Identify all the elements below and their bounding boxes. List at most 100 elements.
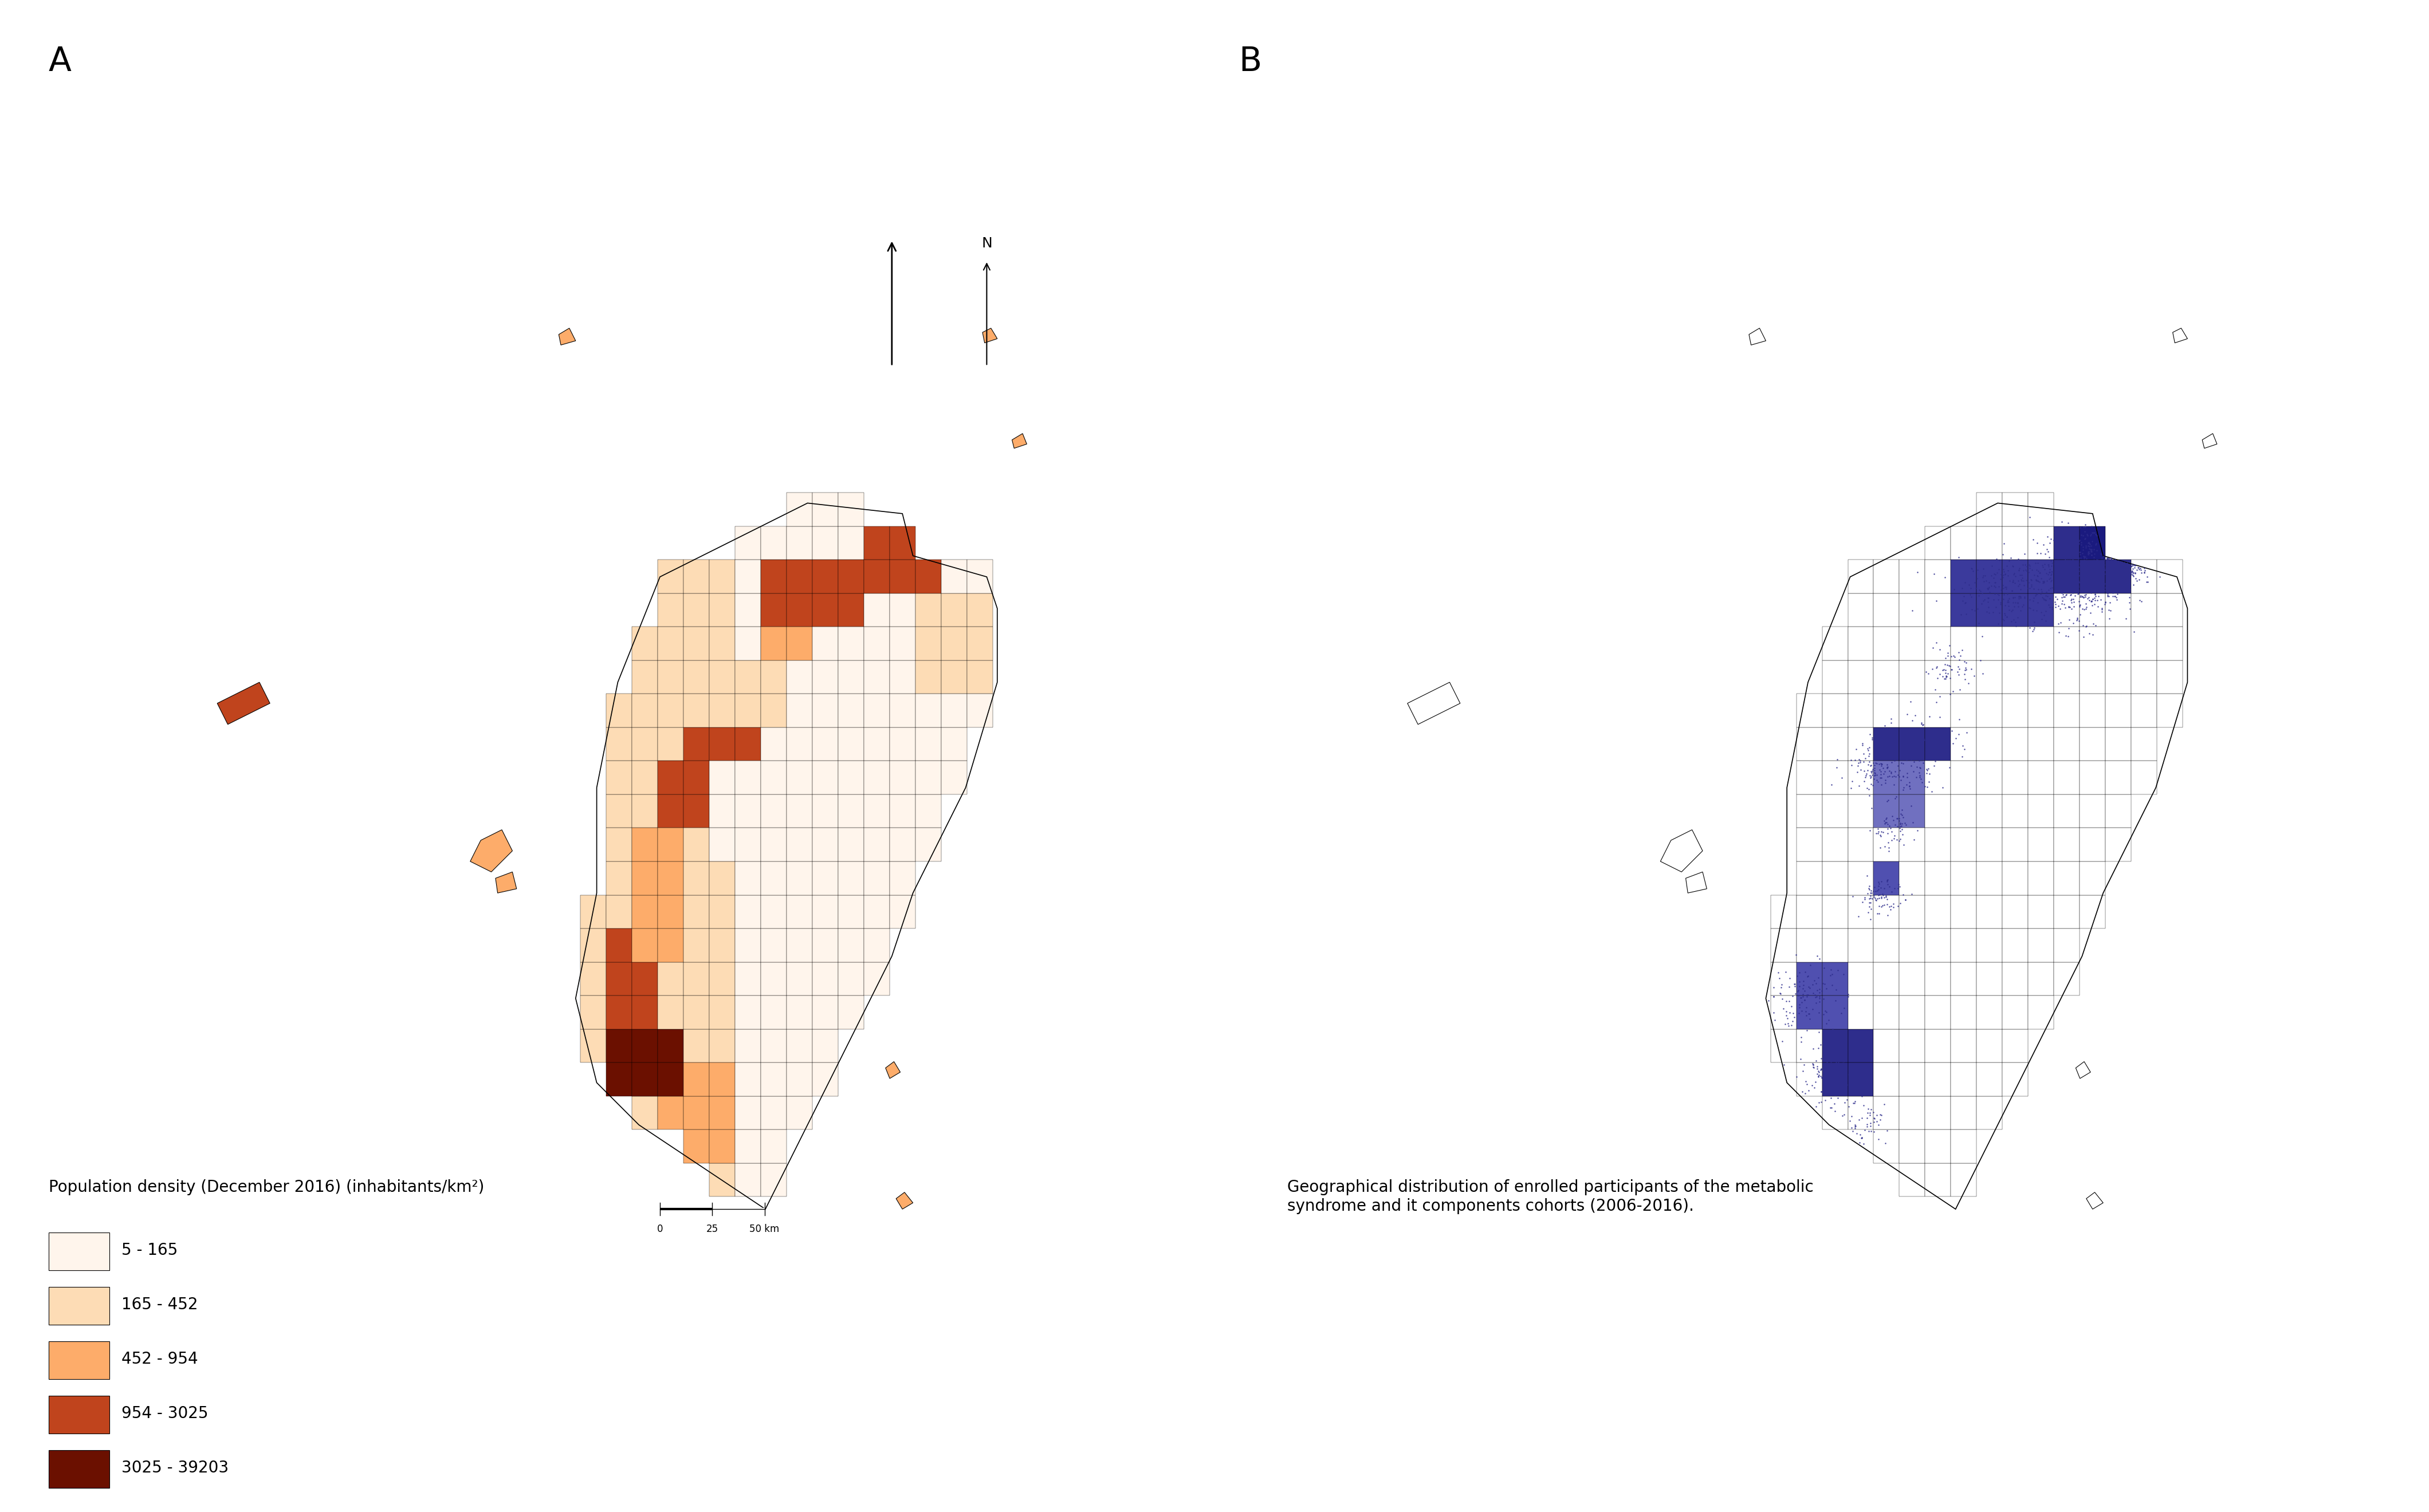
Polygon shape	[1797, 962, 1822, 995]
Polygon shape	[683, 559, 709, 593]
Point	[1754, 984, 1793, 1009]
Point	[2123, 590, 2162, 614]
Point	[2043, 510, 2082, 534]
Polygon shape	[1873, 928, 1899, 962]
Point	[1946, 667, 1984, 691]
Point	[2067, 523, 2106, 547]
Point	[2048, 559, 2087, 584]
Point	[1831, 1116, 1870, 1140]
Point	[1810, 1009, 1848, 1033]
Point	[1780, 1001, 1819, 1025]
Point	[2048, 624, 2087, 649]
Point	[2099, 556, 2138, 581]
Polygon shape	[1661, 830, 1703, 872]
Point	[1873, 708, 1912, 732]
Point	[1763, 1030, 1802, 1054]
Point	[1812, 957, 1851, 981]
Point	[1868, 830, 1907, 854]
Point	[2060, 570, 2099, 594]
Point	[1834, 770, 1873, 794]
Polygon shape	[838, 694, 865, 727]
Point	[1967, 569, 2006, 593]
Polygon shape	[760, 559, 787, 593]
Point	[1975, 587, 2014, 611]
Point	[2006, 569, 2045, 593]
Polygon shape	[760, 526, 787, 559]
Point	[2070, 540, 2108, 564]
Point	[2116, 553, 2155, 578]
Point	[2048, 556, 2087, 581]
Point	[1863, 820, 1902, 844]
Polygon shape	[736, 526, 760, 559]
Point	[1953, 556, 1992, 581]
Point	[1848, 738, 1887, 762]
Point	[2062, 552, 2101, 576]
Point	[1856, 764, 1895, 788]
Point	[1827, 1072, 1865, 1096]
Point	[1848, 741, 1887, 765]
Polygon shape	[1926, 829, 1950, 862]
Polygon shape	[1797, 1063, 1822, 1096]
Polygon shape	[1873, 962, 1899, 995]
Point	[2067, 614, 2106, 638]
Point	[2040, 538, 2079, 562]
Point	[2040, 561, 2079, 585]
Point	[2125, 558, 2164, 582]
Point	[1902, 735, 1941, 759]
Point	[2079, 565, 2118, 590]
Point	[1851, 891, 1890, 915]
Point	[2062, 559, 2101, 584]
Point	[1999, 573, 2038, 597]
Point	[1994, 555, 2033, 579]
Point	[1882, 750, 1921, 774]
Point	[1858, 878, 1897, 903]
Point	[1868, 812, 1907, 836]
Polygon shape	[1977, 526, 2001, 559]
Polygon shape	[709, 1163, 736, 1196]
Point	[1963, 581, 2001, 605]
Point	[2043, 540, 2082, 564]
Point	[2070, 531, 2108, 555]
Polygon shape	[760, 962, 787, 995]
Point	[2077, 559, 2116, 584]
Polygon shape	[607, 895, 632, 928]
Point	[2094, 581, 2133, 605]
Point	[1984, 562, 2023, 587]
Point	[1844, 733, 1882, 758]
Point	[1848, 863, 1887, 888]
Point	[1975, 573, 2014, 597]
Point	[1788, 1004, 1827, 1028]
Polygon shape	[838, 559, 865, 593]
Point	[2089, 606, 2128, 631]
Point	[1848, 1113, 1887, 1137]
Point	[2026, 588, 2065, 612]
Point	[2060, 516, 2099, 540]
Point	[1802, 971, 1841, 995]
Point	[2050, 529, 2089, 553]
Point	[1989, 569, 2028, 593]
Point	[1831, 1104, 1870, 1128]
Polygon shape	[2028, 829, 2055, 862]
Point	[1856, 821, 1895, 845]
Point	[1853, 773, 1892, 797]
Point	[1873, 750, 1912, 774]
Point	[1812, 1061, 1851, 1086]
Polygon shape	[1950, 526, 1977, 559]
Polygon shape	[811, 794, 838, 829]
Point	[2038, 612, 2077, 637]
Point	[2104, 552, 2142, 576]
Point	[2070, 572, 2108, 596]
Polygon shape	[683, 1129, 709, 1163]
Point	[2067, 573, 2106, 597]
Point	[1824, 996, 1863, 1021]
Polygon shape	[1848, 928, 1873, 962]
Point	[2084, 570, 2123, 594]
Point	[2089, 546, 2128, 570]
Point	[1938, 723, 1977, 747]
Point	[2108, 552, 2147, 576]
Point	[2050, 569, 2089, 593]
Point	[2040, 532, 2079, 556]
Polygon shape	[683, 995, 709, 1030]
Polygon shape	[607, 727, 632, 761]
Polygon shape	[632, 1096, 658, 1129]
